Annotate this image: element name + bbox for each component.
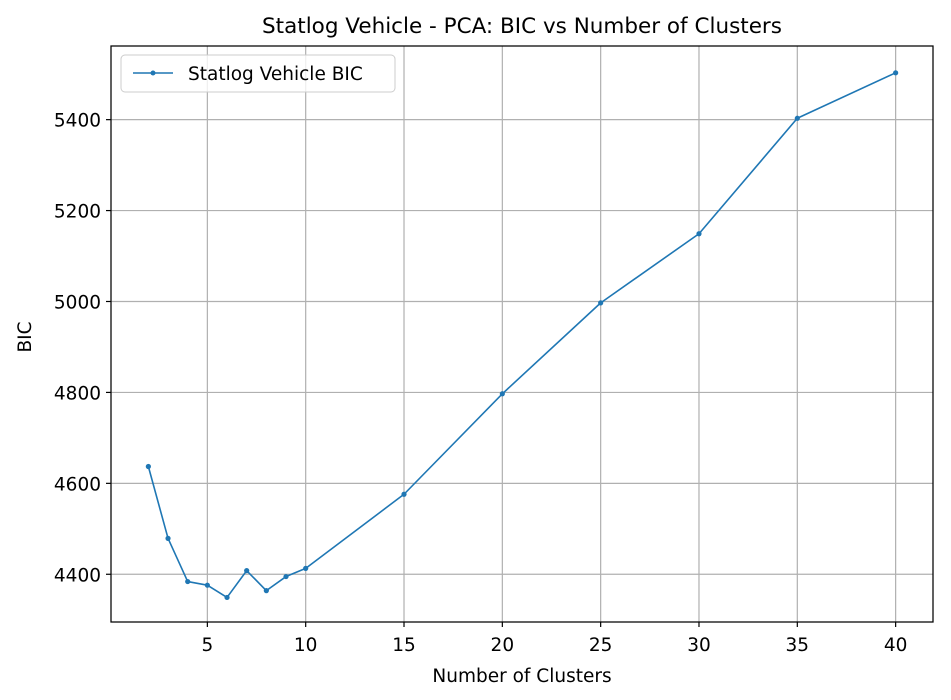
x-tick-label: 35	[786, 635, 810, 656]
y-tick-label: 5200	[54, 202, 101, 223]
y-tick-label: 4800	[54, 383, 101, 404]
legend: Statlog Vehicle BIC	[120, 54, 396, 93]
data-point	[893, 70, 899, 76]
chart-title: Statlog Vehicle - PCA: BIC vs Number of …	[262, 14, 782, 39]
y-tick-label: 5000	[54, 292, 101, 313]
x-tick-label: 25	[589, 635, 613, 656]
x-tick-label: 30	[687, 635, 711, 656]
x-tick-label: 10	[294, 635, 318, 656]
data-point	[283, 573, 289, 580]
data-point	[244, 568, 250, 574]
data-point	[145, 463, 151, 470]
data-point	[598, 300, 604, 306]
data-point	[185, 578, 191, 585]
axes-frame	[110, 45, 934, 623]
x-tick-label: 5	[201, 635, 213, 656]
data-point	[794, 115, 800, 121]
legend-marker	[150, 70, 156, 76]
y-tick-label: 4600	[54, 474, 101, 495]
data-point	[696, 231, 702, 237]
data-point	[263, 588, 269, 594]
y-tick-label: 5400	[54, 111, 101, 132]
data-point	[224, 594, 230, 601]
x-tick-label: 20	[491, 635, 515, 656]
x-axis-ticks: 5 10 15 20 25 30 35 40	[201, 622, 907, 656]
series-line	[147, 72, 896, 599]
data-point	[401, 491, 407, 497]
data-point	[165, 535, 171, 541]
data-point	[303, 565, 309, 571]
x-axis-label: Number of Clusters	[432, 666, 611, 687]
x-tick-label: 40	[884, 635, 908, 656]
legend-box	[120, 54, 396, 93]
series-layer	[145, 70, 899, 601]
y-tick-label: 4400	[54, 565, 101, 586]
data-point	[499, 391, 505, 397]
grid-lines	[111, 46, 933, 622]
y-axis-ticks: 4400 4600 4800 5000 5200 5400	[54, 111, 111, 586]
x-tick-label: 15	[392, 635, 416, 656]
legend-series-label: Statlog Vehicle BIC	[188, 64, 363, 85]
data-point	[204, 582, 210, 588]
y-axis-label: BIC	[15, 321, 36, 352]
